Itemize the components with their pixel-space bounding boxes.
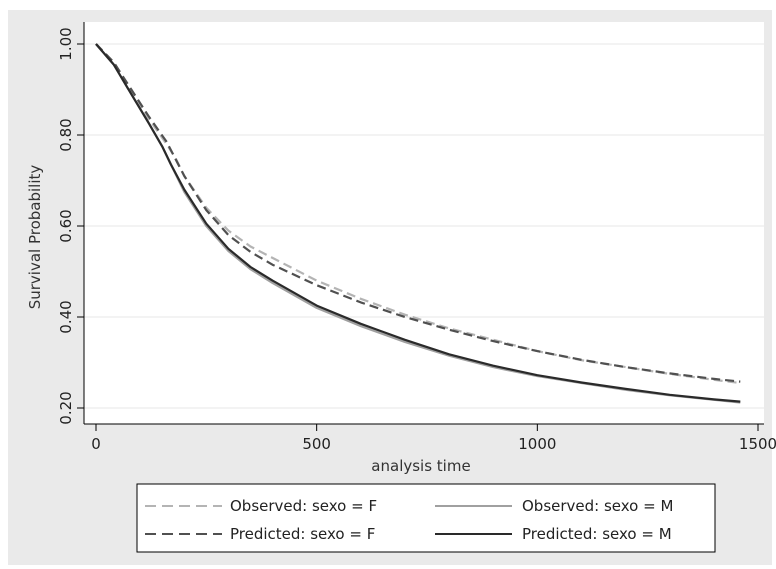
y-tick-label-0: 0.20 — [57, 391, 75, 424]
x-tick-label-2: 1000 — [518, 435, 556, 453]
y-axis-title: Survival Probability — [26, 165, 44, 310]
series-layer — [95, 43, 741, 404]
axes — [83, 22, 764, 425]
y-tick-label-3: 0.80 — [57, 118, 75, 151]
y-tick-label-4: 1.00 — [57, 27, 75, 60]
x-tick-label-1: 500 — [302, 435, 331, 453]
line-predicted-m — [95, 43, 741, 403]
legend: Observed: sexo = F Observed: sexo = M Pr… — [136, 483, 716, 553]
x-axis-title: analysis time — [371, 457, 470, 475]
legend-label-predicted-f: Predicted: sexo = F — [230, 525, 375, 543]
legend-label-observed-f: Observed: sexo = F — [230, 497, 377, 515]
tick-labels: 0.20 0.40 0.60 0.80 1.00 0 500 1000 1500 — [57, 27, 776, 453]
legend-box — [136, 483, 716, 553]
legend-label-predicted-m: Predicted: sexo = M — [522, 525, 672, 543]
y-tick-label-2: 0.60 — [57, 209, 75, 242]
x-tick-label-3: 1500 — [739, 435, 776, 453]
x-tick-label-0: 0 — [91, 435, 101, 453]
legend-label-observed-m: Observed: sexo = M — [522, 497, 673, 515]
line-predicted-f — [95, 43, 741, 383]
y-tick-label-1: 0.40 — [57, 300, 75, 333]
gridlines — [84, 43, 764, 409]
plot-area — [84, 22, 764, 424]
